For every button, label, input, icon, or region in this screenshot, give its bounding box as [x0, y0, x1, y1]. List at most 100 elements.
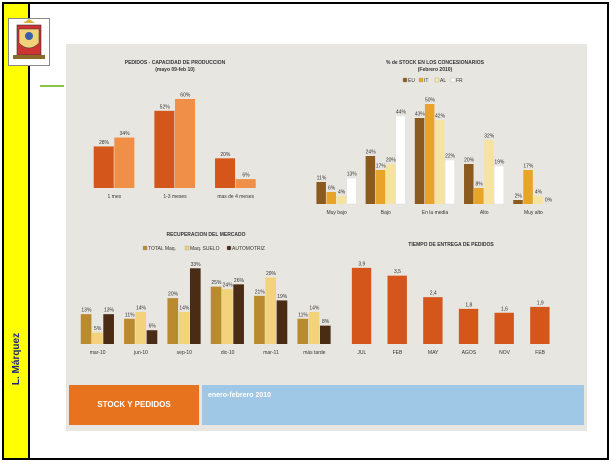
category-label-2-1: jun-10 [133, 350, 148, 356]
data-label-2-2-2: 33% [191, 262, 202, 268]
data-label-0-1-2: 6% [242, 173, 250, 179]
data-label-2-2-0: 13% [104, 308, 115, 314]
data-label-1-1-4: 17% [523, 164, 534, 170]
bar-3-0-3 [458, 308, 479, 344]
bar-0-0-0 [93, 146, 114, 188]
bar-1-1-0 [326, 192, 336, 204]
category-label-3-3: AGOS [462, 350, 477, 356]
data-label-3-0-3: 1,8 [465, 302, 472, 308]
data-label-1-0-1: 24% [366, 150, 377, 156]
bar-2-1-0 [92, 332, 103, 344]
bar-2-2-3 [233, 284, 244, 344]
data-label-2-1-0: 5% [94, 326, 102, 332]
legend-label-1-1: IT [424, 78, 428, 84]
author-label: L. Márquez [11, 332, 22, 386]
sidebar: L. Márquez [4, 4, 30, 458]
data-label-1-3-0: 13% [347, 172, 358, 178]
chart-2-title: RECUPERACION DEL MERCADO [166, 232, 245, 238]
data-label-1-1-1: 17% [376, 164, 387, 170]
data-label-2-2-1: 6% [149, 324, 157, 330]
slide-content: PEDIDOS - CAPACIDAD DE PRODUCCION (mayo 0… [66, 44, 587, 431]
legend-label-1-3: FR [456, 78, 463, 84]
bar-2-2-1 [146, 330, 158, 344]
data-label-1-1-3: 8% [476, 182, 484, 188]
data-label-2-1-3: 24% [223, 282, 234, 288]
legend-swatch-1-2 [434, 77, 440, 83]
bar-2-0-1 [124, 318, 135, 344]
footer-right-banner: enero-febrero 2010 [202, 385, 584, 425]
data-label-1-3-1: 44% [396, 110, 407, 116]
crest-logo [8, 18, 50, 66]
data-label-1-2-3: 32% [484, 134, 495, 140]
data-label-0-1-0: 34% [120, 131, 131, 137]
data-label-0-0-0: 28% [99, 140, 110, 146]
category-label-1-2: En la media [422, 210, 449, 216]
category-label-3-0: JUL [357, 350, 366, 356]
legend-swatch-1-3 [450, 77, 456, 83]
data-label-2-0-3: 25% [211, 280, 222, 286]
category-label-3-1: FEB [393, 350, 403, 356]
bar-2-0-5 [297, 318, 309, 344]
legend-label-2-1: Maq. SUELO [190, 246, 220, 252]
bar-1-2-1 [385, 164, 396, 204]
data-label-1-2-4: 4% [535, 190, 543, 196]
category-label-3-5: FEB [535, 350, 545, 356]
bar-1-2-3 [484, 140, 494, 204]
category-label-1-1: Bajo [381, 210, 391, 216]
legend-label-1-0: EU [408, 78, 415, 84]
bar-2-1-4 [265, 277, 277, 344]
data-label-0-0-2: 20% [220, 152, 231, 158]
data-label-2-0-0: 13% [81, 308, 92, 314]
data-label-1-1-0: 6% [328, 186, 336, 192]
bar-1-1-2 [424, 104, 435, 204]
legend-swatch-2-0 [142, 245, 148, 251]
bar-1-0-2 [414, 118, 425, 204]
bar-1-1-1 [375, 170, 386, 204]
legend-swatch-1-0 [402, 77, 408, 83]
bar-2-2-5 [319, 325, 331, 344]
data-label-1-3-2: 22% [445, 154, 456, 160]
legend-label-1-2: AL [440, 78, 446, 84]
category-label-2-0: mar-10 [90, 350, 106, 356]
bar-2-2-0 [103, 314, 114, 344]
bar-0-1-2 [235, 179, 256, 188]
data-label-2-2-3: 26% [234, 278, 245, 284]
category-label-1-4: Muy alto [524, 210, 543, 216]
bar-3-0-5 [530, 306, 550, 344]
legend-swatch-2-1 [184, 245, 190, 251]
bar-2-0-2 [167, 298, 179, 344]
footer-right-label: enero-febrero 2010 [208, 392, 272, 399]
bar-1-2-0 [336, 196, 347, 204]
bar-1-1-4 [523, 170, 533, 204]
data-label-3-0-0: 3,9 [358, 261, 365, 267]
bar-3-0-0 [351, 267, 372, 344]
category-label-2-3: dic-10 [221, 350, 235, 356]
accent-line [40, 85, 64, 87]
data-label-1-1-2: 50% [425, 98, 436, 104]
bar-2-0-4 [254, 295, 265, 344]
legend-label-2-0: TOTAL Maq. [148, 246, 176, 252]
data-label-2-2-5: 8% [322, 319, 330, 325]
footer-left-banner: STOCK Y PEDIDOS [69, 385, 199, 425]
legend-swatch-1-1 [418, 77, 424, 83]
bar-1-0-4 [513, 200, 523, 204]
data-label-2-0-1: 11% [125, 312, 135, 318]
charts-canvas: PEDIDOS - CAPACIDAD DE PRODUCCION(mayo 0… [80, 60, 554, 356]
data-label-2-1-4: 29% [266, 271, 277, 277]
legend-label-2-2: AUTOMOTRIZ [232, 246, 265, 252]
bar-0-0-1 [154, 110, 175, 188]
bar-1-3-3 [494, 165, 504, 205]
data-label-3-0-1: 3,5 [394, 269, 401, 275]
footer-left-label: STOCK Y PEDIDOS [97, 400, 171, 409]
category-label-1-3: Alto [480, 210, 489, 216]
bar-3-0-4 [494, 312, 514, 344]
bar-0-1-0 [114, 137, 135, 188]
category-label-2-2: sep-10 [177, 350, 193, 356]
category-label-2-4: mar-11 [263, 350, 279, 356]
category-label-0-0: 1 mes [108, 194, 122, 200]
category-label-1-0: Muy bajo [326, 210, 347, 216]
bar-0-1-1 [175, 98, 196, 188]
bar-1-2-2 [435, 120, 445, 204]
data-label-2-0-2: 20% [168, 292, 179, 298]
